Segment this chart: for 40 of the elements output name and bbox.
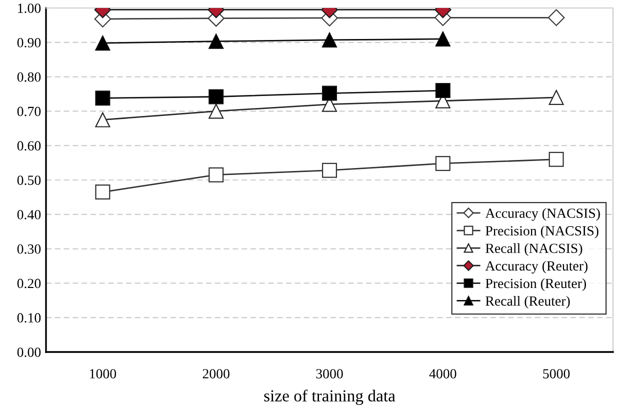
point xyxy=(95,184,110,200)
x-tick-label: 3000 xyxy=(316,369,343,378)
legend-label: Accuracy (NACSIS) xyxy=(485,208,600,221)
y-tick-label: 0.90 xyxy=(17,38,41,48)
point xyxy=(435,31,450,46)
x-tick-label: 4000 xyxy=(429,369,456,378)
y-tick-label: 0.40 xyxy=(17,210,41,220)
y-tick-label: 0.50 xyxy=(17,176,41,186)
x-tick-label: 5000 xyxy=(543,369,570,378)
legend-label: Accuracy (Reuter) xyxy=(485,260,588,274)
y-tick-label: 0.30 xyxy=(17,244,41,254)
y-tick-label: 0.10 xyxy=(17,313,41,323)
x-axis-title: size of training data xyxy=(264,390,396,405)
legend-label: Precision (Reuter) xyxy=(486,278,586,291)
point xyxy=(322,86,337,101)
point xyxy=(548,90,564,105)
point xyxy=(95,36,110,51)
y-tick-label: 0.20 xyxy=(17,278,41,288)
point xyxy=(322,162,337,178)
point xyxy=(435,83,450,98)
point xyxy=(548,152,564,167)
x-tick-label: 2000 xyxy=(202,369,230,378)
y-tick-label: 1.00 xyxy=(18,4,41,14)
point xyxy=(435,156,450,171)
point xyxy=(208,34,224,49)
point xyxy=(208,167,224,182)
point xyxy=(95,112,110,128)
point xyxy=(548,9,565,26)
x-tick-label: 1000 xyxy=(90,369,116,378)
point xyxy=(208,89,224,104)
y-tick-label: 0.70 xyxy=(17,106,41,116)
y-tick-label: 0.60 xyxy=(17,141,41,151)
legend-label: Recall (Reuter) xyxy=(486,296,570,309)
legend-label: Precision (NACSIS) xyxy=(486,226,598,238)
point xyxy=(208,104,224,119)
legend-label: Recall (NACSIS) xyxy=(486,243,582,256)
point xyxy=(95,90,110,106)
point xyxy=(322,32,337,48)
y-tick-label: 0.00 xyxy=(17,348,41,358)
y-tick-label: 0.80 xyxy=(17,72,41,82)
